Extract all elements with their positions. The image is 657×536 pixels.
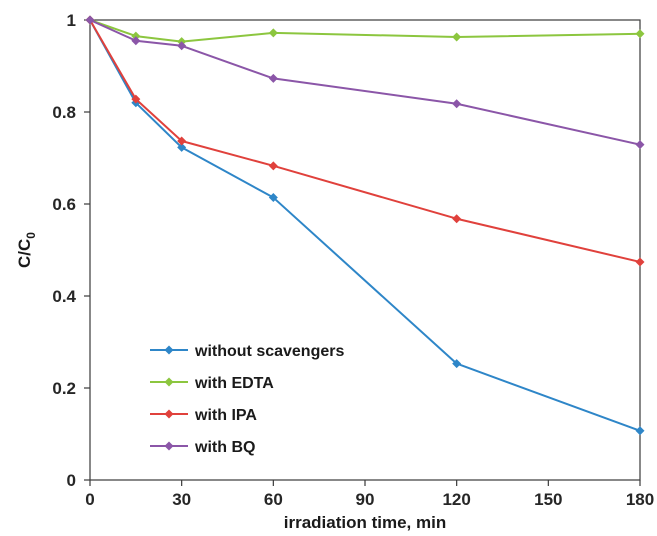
legend-item: with IPA xyxy=(150,407,257,424)
legend-item: without scavengers xyxy=(150,343,344,360)
x-tick-label: 90 xyxy=(356,490,375,509)
series-line xyxy=(89,19,641,432)
x-axis-title: irradiation time, min xyxy=(284,513,446,532)
y-tick-label: 0.8 xyxy=(52,103,76,122)
data-point xyxy=(177,142,187,152)
y-tick-label: 0.2 xyxy=(52,379,76,398)
legend: without scavengers with EDTA with IPA with … xyxy=(150,343,344,456)
data-point xyxy=(131,36,141,46)
y-tick-label: 0.6 xyxy=(52,195,76,214)
plot-frame xyxy=(89,19,641,481)
x-tick-label: 150 xyxy=(534,490,562,509)
x-tick-label: 0 xyxy=(85,490,94,509)
legend-marker xyxy=(164,345,174,355)
legend-item: with BQ xyxy=(150,439,255,456)
series-line xyxy=(89,19,641,43)
data-point xyxy=(131,31,141,41)
series-line xyxy=(89,19,641,146)
x-tick-label: 30 xyxy=(172,490,191,509)
series-layer xyxy=(85,15,645,436)
data-point xyxy=(635,140,645,150)
x-tick-label: 60 xyxy=(264,490,283,509)
x-tick-label: 180 xyxy=(626,490,654,509)
y-axis-title-main: C/C xyxy=(15,239,34,268)
data-point xyxy=(268,161,278,171)
data-point xyxy=(635,29,645,39)
data-point xyxy=(635,426,645,436)
y-axis-title-sub: 0 xyxy=(24,232,38,239)
series-line xyxy=(89,19,641,263)
series xyxy=(85,15,645,150)
series xyxy=(85,15,645,267)
y-tick-label: 1 xyxy=(67,11,76,30)
data-point xyxy=(452,99,462,109)
data-point xyxy=(177,41,187,51)
legend-label: without scavengers xyxy=(194,343,344,360)
legend-item: with EDTA xyxy=(150,375,274,392)
data-point xyxy=(131,94,141,104)
data-point xyxy=(452,32,462,42)
axis-ticks: 0 30 60 90 120 150 180 0 0.2 0.4 0.6 0.8 1 xyxy=(52,11,654,509)
legend-label: with EDTA xyxy=(194,375,274,392)
x-tick-label: 120 xyxy=(442,490,470,509)
data-point xyxy=(268,193,278,203)
legend-label: with BQ xyxy=(194,439,255,456)
data-point xyxy=(452,214,462,224)
data-point xyxy=(268,28,278,38)
data-point xyxy=(635,257,645,267)
data-point xyxy=(268,73,278,83)
data-point xyxy=(85,15,95,25)
y-tick-label: 0 xyxy=(67,471,76,490)
legend-marker xyxy=(164,409,174,419)
data-point xyxy=(452,359,462,369)
data-point xyxy=(177,136,187,146)
legend-marker xyxy=(164,377,174,387)
legend-marker xyxy=(164,441,174,451)
y-tick-label: 0.4 xyxy=(52,287,76,306)
y-axis-title: C/C0 xyxy=(15,232,38,268)
legend-label: with IPA xyxy=(194,407,257,424)
